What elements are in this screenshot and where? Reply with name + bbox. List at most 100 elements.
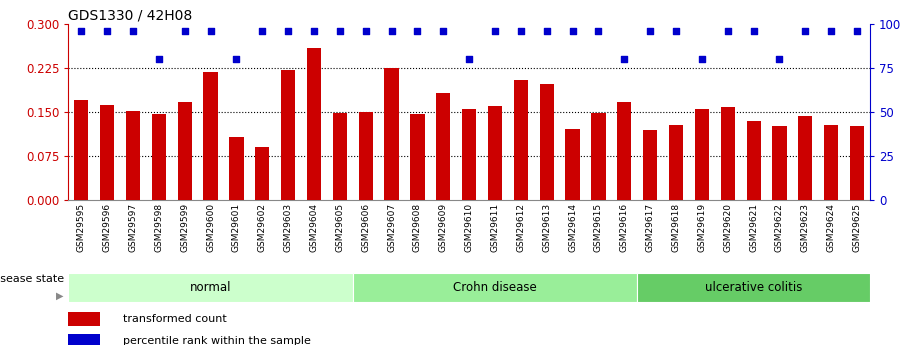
Point [307, 28, 322, 34]
Point [514, 28, 528, 34]
Bar [68, 312, 100, 326]
Text: GSM29600: GSM29600 [206, 203, 215, 252]
Point [178, 28, 192, 34]
Bar [695, 109, 709, 200]
Text: ulcerative colitis: ulcerative colitis [705, 281, 803, 294]
Text: ▶: ▶ [56, 290, 64, 300]
Bar [178, 101, 192, 200]
Point [694, 57, 709, 62]
Text: GSM29617: GSM29617 [646, 203, 655, 252]
Point [74, 28, 88, 34]
Text: GSM29616: GSM29616 [619, 203, 629, 252]
Text: percentile rank within the sample: percentile rank within the sample [123, 336, 311, 345]
Bar [638, 273, 870, 302]
Point [333, 28, 347, 34]
Bar [281, 70, 295, 200]
Bar [307, 48, 321, 200]
Text: GSM29603: GSM29603 [283, 203, 292, 252]
Text: GSM29605: GSM29605 [335, 203, 344, 252]
Text: GSM29611: GSM29611 [490, 203, 499, 252]
Text: GSM29620: GSM29620 [723, 203, 732, 252]
Bar [539, 84, 554, 200]
Text: GSM29604: GSM29604 [310, 203, 319, 252]
Bar [68, 335, 100, 345]
Point [539, 28, 554, 34]
Text: GSM29615: GSM29615 [594, 203, 603, 252]
Point [384, 28, 399, 34]
Bar [798, 116, 813, 200]
Point [255, 28, 270, 34]
Bar [203, 72, 218, 200]
Text: GSM29624: GSM29624 [826, 203, 835, 252]
Bar [462, 109, 476, 200]
Point [746, 28, 761, 34]
Point [824, 28, 838, 34]
Bar [230, 137, 243, 200]
Text: GSM29619: GSM29619 [698, 203, 706, 252]
Point [462, 57, 476, 62]
Point [617, 57, 631, 62]
Point [203, 28, 218, 34]
Bar [410, 115, 425, 200]
Point [591, 28, 606, 34]
Text: GSM29614: GSM29614 [568, 203, 577, 252]
Point [358, 28, 373, 34]
Text: GSM29625: GSM29625 [853, 203, 862, 252]
Bar [618, 101, 631, 200]
Text: GSM29602: GSM29602 [258, 203, 267, 252]
Point [721, 28, 735, 34]
Text: disease state: disease state [0, 274, 64, 284]
Point [230, 57, 244, 62]
Point [798, 28, 813, 34]
Text: GSM29596: GSM29596 [103, 203, 112, 252]
Point [281, 28, 295, 34]
Bar [643, 130, 658, 200]
Bar [333, 113, 347, 200]
Bar [152, 115, 166, 200]
Text: GSM29612: GSM29612 [517, 203, 526, 252]
Text: GSM29610: GSM29610 [465, 203, 474, 252]
Point [410, 28, 425, 34]
Text: GSM29595: GSM29595 [77, 203, 86, 252]
Point [126, 28, 140, 34]
Bar [591, 113, 606, 200]
Point [669, 28, 683, 34]
Bar [824, 125, 838, 200]
Point [151, 57, 166, 62]
Text: GSM29607: GSM29607 [387, 203, 396, 252]
Bar [384, 68, 399, 200]
Bar [850, 126, 865, 200]
Bar [255, 147, 270, 200]
Text: GSM29597: GSM29597 [128, 203, 138, 252]
Text: transformed count: transformed count [123, 314, 227, 324]
Point [566, 28, 580, 34]
Text: GSM29598: GSM29598 [154, 203, 163, 252]
Text: GSM29623: GSM29623 [801, 203, 810, 252]
Point [487, 28, 502, 34]
Bar [514, 80, 528, 200]
Bar [566, 129, 579, 200]
Point [436, 28, 451, 34]
Bar [488, 106, 502, 200]
Point [643, 28, 658, 34]
Bar [353, 273, 638, 302]
Text: GSM29613: GSM29613 [542, 203, 551, 252]
Text: GDS1330 / 42H08: GDS1330 / 42H08 [67, 9, 192, 23]
Bar [74, 100, 88, 200]
Text: GSM29601: GSM29601 [232, 203, 241, 252]
Text: GSM29621: GSM29621 [749, 203, 758, 252]
Bar [669, 125, 683, 200]
Text: Crohn disease: Crohn disease [453, 281, 537, 294]
Bar [126, 111, 140, 200]
Point [100, 28, 115, 34]
Text: GSM29609: GSM29609 [439, 203, 448, 252]
Bar [773, 126, 786, 200]
Bar [359, 112, 373, 200]
Text: GSM29608: GSM29608 [413, 203, 422, 252]
Bar [721, 107, 735, 200]
Text: normal: normal [189, 281, 231, 294]
Bar [68, 273, 353, 302]
Text: GSM29606: GSM29606 [362, 203, 370, 252]
Bar [100, 105, 114, 200]
Text: GSM29618: GSM29618 [671, 203, 681, 252]
